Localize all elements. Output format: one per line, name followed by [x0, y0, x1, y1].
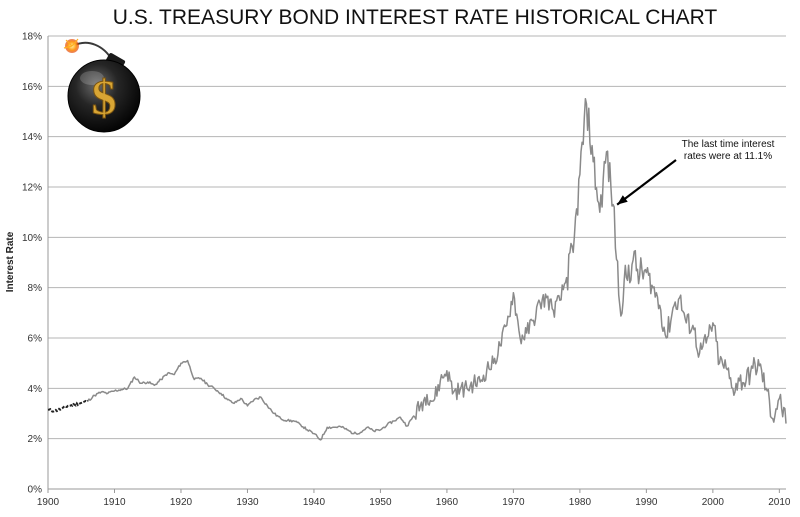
- series-lines: [47, 97, 787, 441]
- annotation-text: The last time interest: [682, 139, 775, 150]
- y-tick-label: 18%: [22, 32, 42, 43]
- x-tick-label: 1920: [170, 497, 193, 508]
- gridlines: [48, 35, 786, 490]
- y-axis-ticks: 0% 2% 4% 6% 8% 10% 12% 14% 16% 18%: [22, 32, 42, 496]
- series-line: [87, 97, 787, 441]
- x-axis-ticks: 1900 1910 1920 1930 1940 1950 1960 1970 1980 1990…: [37, 489, 791, 508]
- y-tick-label: 0%: [28, 485, 43, 496]
- y-tick-label: 4%: [28, 384, 43, 395]
- series-line-early-segment: [47, 399, 89, 413]
- x-tick-label: 2000: [702, 497, 725, 508]
- annotation-arrow: [616, 159, 677, 206]
- x-tick-label: 1970: [502, 497, 525, 508]
- annotation-text: rates were at 11.1%: [684, 151, 772, 162]
- x-tick-label: 1910: [103, 497, 126, 508]
- chart-title: U.S. TREASURY BOND INTEREST RATE HISTORI…: [113, 6, 718, 29]
- x-tick-label: 1960: [436, 497, 459, 508]
- x-tick-label: 1990: [635, 497, 658, 508]
- x-tick-label: 1900: [37, 497, 60, 508]
- y-tick-label: 10%: [22, 233, 42, 244]
- dollar-sign: $: [92, 69, 117, 125]
- dollar-bomb-icon: $: [63, 38, 141, 133]
- y-axis-label: Interest Rate: [5, 231, 16, 292]
- y-tick-label: 2%: [28, 434, 43, 445]
- x-tick-label: 2010: [768, 497, 791, 508]
- x-tick-label: 1950: [369, 497, 392, 508]
- plot-frame: [47, 36, 786, 490]
- y-tick-label: 14%: [22, 132, 42, 143]
- y-tick-label: 16%: [22, 82, 42, 93]
- x-tick-label: 1940: [303, 497, 326, 508]
- y-tick-label: 12%: [22, 183, 42, 194]
- x-tick-label: 1980: [569, 497, 592, 508]
- y-tick-label: 8%: [28, 283, 43, 294]
- x-tick-label: 1930: [236, 497, 259, 508]
- y-tick-label: 6%: [28, 334, 43, 345]
- annotation-arrowhead: [617, 195, 628, 205]
